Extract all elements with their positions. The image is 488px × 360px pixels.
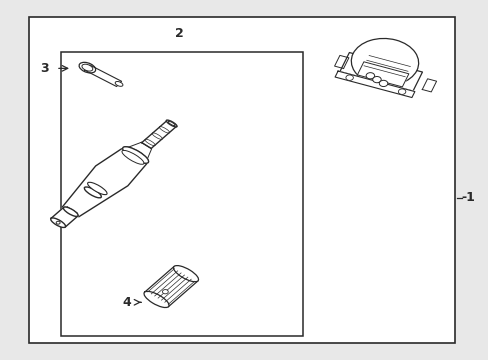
Ellipse shape — [123, 147, 148, 163]
Polygon shape — [125, 142, 151, 162]
Ellipse shape — [82, 64, 93, 71]
Ellipse shape — [84, 187, 101, 198]
Polygon shape — [144, 266, 198, 307]
Ellipse shape — [51, 218, 65, 228]
Text: 4: 4 — [122, 296, 131, 309]
Circle shape — [56, 221, 60, 224]
Text: 2: 2 — [175, 27, 183, 40]
Polygon shape — [422, 79, 436, 92]
Text: 3: 3 — [40, 62, 49, 75]
Ellipse shape — [166, 120, 177, 127]
Circle shape — [345, 75, 353, 80]
Polygon shape — [142, 121, 176, 148]
Circle shape — [372, 76, 381, 83]
Polygon shape — [85, 65, 122, 86]
Ellipse shape — [144, 291, 169, 307]
Circle shape — [162, 289, 168, 294]
Text: -1: -1 — [461, 191, 474, 204]
Circle shape — [366, 73, 374, 79]
Polygon shape — [357, 62, 408, 87]
Ellipse shape — [173, 266, 198, 282]
Bar — [29, 17, 454, 343]
Ellipse shape — [168, 121, 175, 126]
Ellipse shape — [350, 39, 418, 86]
Ellipse shape — [79, 62, 96, 73]
Polygon shape — [339, 53, 422, 91]
Polygon shape — [63, 207, 78, 216]
Ellipse shape — [87, 182, 107, 195]
Ellipse shape — [122, 150, 143, 164]
Bar — [61, 53, 302, 336]
Circle shape — [398, 89, 405, 94]
Polygon shape — [62, 149, 146, 217]
Ellipse shape — [115, 81, 122, 86]
Polygon shape — [334, 55, 348, 68]
Ellipse shape — [122, 147, 148, 163]
Polygon shape — [334, 71, 414, 98]
Circle shape — [379, 80, 387, 86]
Polygon shape — [51, 207, 78, 227]
Ellipse shape — [63, 207, 78, 216]
